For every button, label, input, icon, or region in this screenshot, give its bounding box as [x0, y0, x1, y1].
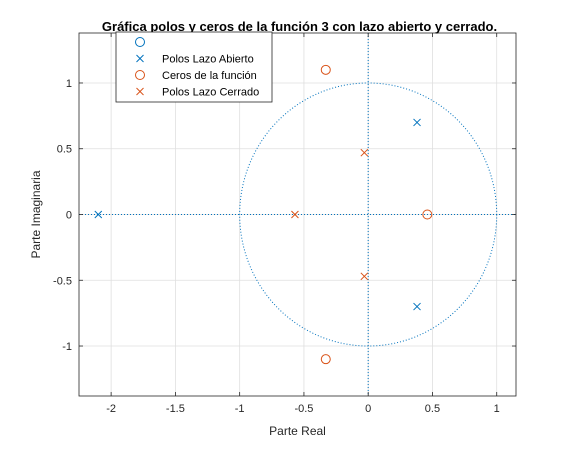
- y-axis-label: Parte Imaginaria: [29, 170, 43, 258]
- data-markers: [94, 64, 433, 365]
- legend-label: Polos Lazo Abierto: [162, 54, 254, 66]
- zero-marker: [320, 354, 331, 365]
- legend-marker: [136, 87, 144, 96]
- x-axis-label: Parte Real: [269, 424, 326, 438]
- x-tick-label: -0.5: [294, 403, 313, 415]
- y-tick-label: -0.5: [53, 275, 72, 287]
- pole-marker: [291, 210, 299, 219]
- y-tick-label: 1: [66, 78, 72, 90]
- x-tick-label: -1: [235, 403, 245, 415]
- pole-marker: [94, 210, 103, 219]
- legend-marker: [136, 54, 144, 63]
- x-tick-label: 1: [494, 403, 500, 415]
- x-tick-label: -2: [106, 403, 116, 415]
- legend-marker: [135, 70, 145, 80]
- zero-marker: [320, 64, 331, 75]
- legend-label: Ceros de la función: [162, 70, 257, 82]
- x-tick-label: 0: [365, 403, 371, 415]
- reference-lines: [79, 33, 516, 396]
- x-tick-label: -1.5: [166, 403, 185, 415]
- pole-marker: [360, 272, 369, 281]
- x-tick-label: 0.5: [425, 403, 440, 415]
- legend-marker: [135, 37, 145, 47]
- legend-entry: Polos Lazo Cerrado: [136, 87, 259, 99]
- chart-title: Gráfica polos y ceros de la función 3 co…: [102, 19, 497, 34]
- y-tick-label: 0.5: [57, 144, 72, 156]
- ticks: -2 -1.5 -1 -0.5 0 0.5 1 -1 -0.5 0 0.5 1: [53, 33, 516, 415]
- legend-entry: Ceros de la función: [135, 70, 257, 82]
- y-tick-label: 0: [66, 210, 72, 222]
- pole-marker: [360, 148, 369, 157]
- zero-marker: [422, 209, 433, 220]
- pole-marker: [413, 118, 421, 127]
- legend-label: Polos Lazo Cerrado: [162, 87, 259, 99]
- y-tick-label: -1: [62, 341, 72, 353]
- legend: Polos Lazo Abierto Ceros de la función Pol…: [115, 31, 273, 103]
- legend-entry: [135, 37, 145, 47]
- legend-box: [115, 31, 273, 103]
- pole-marker: [413, 302, 421, 311]
- legend-entry: Polos Lazo Abierto: [136, 54, 254, 66]
